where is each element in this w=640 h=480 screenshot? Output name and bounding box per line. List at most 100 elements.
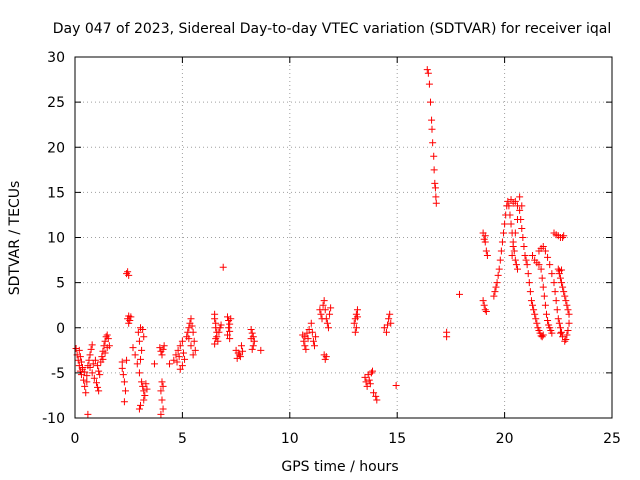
data-point — [135, 337, 143, 345]
data-point — [559, 234, 567, 241]
data-point — [482, 247, 490, 255]
data-point — [548, 329, 556, 337]
data-point — [561, 292, 569, 300]
data-point — [234, 349, 242, 357]
data-point — [158, 396, 166, 404]
data-point — [104, 335, 112, 343]
data-point — [481, 232, 489, 240]
data-point — [538, 274, 546, 282]
data-point — [319, 301, 327, 309]
data-point — [562, 297, 570, 305]
data-point — [498, 238, 506, 246]
data-point — [87, 345, 95, 353]
data-point — [77, 358, 85, 366]
data-point — [301, 342, 309, 350]
y-tick-label: 10 — [47, 231, 65, 247]
data-point — [428, 116, 436, 124]
data-point — [529, 301, 537, 309]
data-point — [213, 333, 221, 341]
data-point — [490, 292, 498, 300]
y-tick-label: -10 — [42, 411, 65, 427]
data-point — [187, 315, 195, 323]
data-point — [215, 328, 223, 336]
data-point — [176, 342, 184, 350]
data-point — [492, 283, 500, 291]
data-point — [527, 297, 535, 305]
data-point — [178, 337, 186, 345]
data-point — [556, 329, 564, 337]
data-point — [365, 376, 373, 384]
data-point — [432, 193, 440, 201]
data-point — [247, 326, 255, 334]
data-point — [351, 328, 359, 336]
data-point — [352, 324, 360, 332]
data-point — [72, 345, 80, 353]
data-point — [159, 345, 167, 353]
data-point — [362, 378, 370, 386]
data-point — [172, 351, 180, 359]
data-point — [120, 398, 128, 406]
data-point — [83, 372, 91, 380]
data-point — [307, 319, 315, 327]
data-point — [309, 337, 317, 345]
y-tick-label: 5 — [56, 276, 65, 292]
data-point — [159, 405, 167, 413]
x-tick-label: 20 — [496, 431, 514, 447]
data-point — [506, 211, 514, 219]
axis-ticks: 0 5 10 15 20 25 -10 -5 0 5 10 15 20 25 30 — [42, 50, 621, 447]
y-tick-label: 0 — [56, 321, 65, 337]
data-point — [382, 328, 390, 336]
data-point — [92, 379, 100, 387]
data-point — [257, 346, 265, 354]
data-point — [158, 351, 166, 359]
data-point — [508, 252, 516, 260]
data-point — [387, 319, 395, 327]
data-point — [368, 367, 376, 375]
grid-lines — [75, 57, 612, 418]
data-point — [79, 363, 87, 371]
data-point — [504, 197, 512, 205]
data-point — [373, 396, 381, 404]
data-point — [538, 333, 546, 341]
x-tick-label: 10 — [281, 431, 299, 447]
data-point — [350, 319, 358, 327]
data-point — [321, 306, 329, 314]
data-point — [226, 320, 234, 328]
data-point — [518, 224, 526, 232]
data-point — [94, 362, 102, 370]
data-point — [501, 220, 509, 228]
data-point — [84, 410, 92, 418]
data-point — [544, 253, 552, 261]
data-point — [372, 392, 380, 400]
data-point — [127, 313, 135, 321]
data-point — [308, 328, 316, 336]
data-point — [135, 369, 143, 377]
data-point — [179, 349, 187, 357]
data-point — [211, 340, 219, 348]
data-point — [443, 333, 451, 341]
x-tick-label: 15 — [388, 431, 406, 447]
data-point — [529, 252, 537, 260]
data-point — [123, 356, 131, 364]
data-point — [143, 385, 151, 393]
data-point — [191, 346, 199, 354]
data-point — [565, 319, 573, 327]
data-point — [512, 261, 520, 269]
data-point — [432, 199, 440, 207]
x-tick-label: 25 — [603, 431, 621, 447]
data-point — [482, 308, 490, 316]
data-point — [564, 306, 572, 314]
data-point — [480, 301, 488, 309]
data-point — [497, 247, 505, 255]
data-point — [312, 333, 320, 341]
data-point — [160, 342, 168, 350]
data-points — [72, 66, 573, 418]
data-point — [82, 389, 90, 397]
data-point — [522, 256, 530, 264]
data-point — [248, 345, 256, 353]
data-point — [120, 378, 128, 386]
data-point — [530, 306, 538, 314]
data-point — [559, 333, 567, 341]
data-point — [552, 297, 560, 305]
data-point — [304, 335, 312, 343]
